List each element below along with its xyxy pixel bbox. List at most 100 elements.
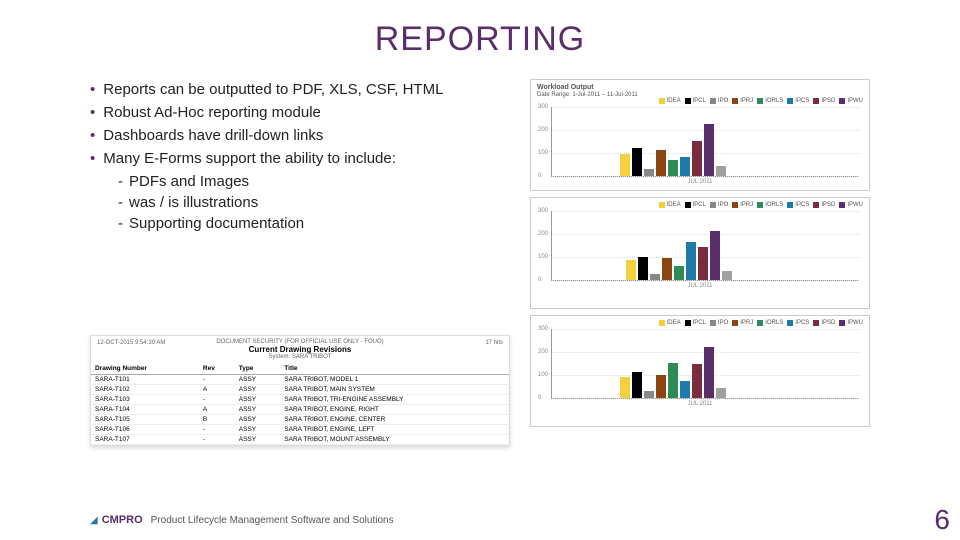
chart-bar <box>632 148 642 176</box>
chart-bar <box>722 271 732 280</box>
bullet-text: Dashboards have drill-down links <box>103 125 323 146</box>
chart-panel: Workload OutputDate Range: 1-Jul-2011 – … <box>530 79 870 191</box>
chart-bar <box>644 169 654 176</box>
bullet-text: Many E-Forms support the ability to incl… <box>103 148 396 169</box>
sub-bullet-text: was / is illustrations <box>129 192 258 213</box>
chart-bar <box>620 154 630 176</box>
table-cell: ASSY <box>235 415 281 425</box>
legend-item: IPCL <box>685 202 706 208</box>
chart-panel: IDEAIPCLIPOIPRJIORLSIPCSIPSDIPWU01002003… <box>530 197 870 309</box>
table-cell: SARA-T104 <box>91 405 199 415</box>
charts-column: Workload OutputDate Range: 1-Jul-2011 – … <box>530 79 870 427</box>
table-cell: SARA-T106 <box>91 425 199 435</box>
chart-xlabel: JUL 2011 <box>537 283 863 289</box>
table-cell: SARA-T102 <box>91 385 199 395</box>
table-header: Drawing Number <box>91 363 199 375</box>
table-cell: SARA TRIBOT, MOUNT ASSEMBLY <box>280 435 509 445</box>
chart-xlabel: JUL 2011 <box>537 401 863 407</box>
report-title: Current Drawing Revisions <box>95 345 505 354</box>
bullet-dot: • <box>90 79 95 100</box>
chart-bar <box>704 347 714 398</box>
table-row: SARA-T102AASSYSARA TRIBOT, MAIN SYSTEM <box>91 385 509 395</box>
table-cell: SARA-T103 <box>91 395 199 405</box>
legend-item: IPO <box>710 320 728 326</box>
legend-item: IPO <box>710 202 728 208</box>
chart-bar <box>668 363 678 398</box>
chart-bar <box>698 247 708 280</box>
table-cell: ASSY <box>235 405 281 415</box>
report-panel: 12-OCT-2015 9:54:39 AM 17 hits DOCUMENT … <box>90 335 510 446</box>
table-row: SARA-T106-ASSYSARA TRIBOT, ENGINE, LEFT <box>91 425 509 435</box>
legend-item: IDEA <box>659 98 681 104</box>
table-row: SARA-T104AASSYSARA TRIBOT, ENGINE, RIGHT <box>91 405 509 415</box>
chart-bar <box>710 231 720 280</box>
chart-bar <box>704 124 714 177</box>
report-count: 17 hits <box>485 340 503 346</box>
legend-item: IDEA <box>659 202 681 208</box>
chart-bar <box>716 388 726 398</box>
chart-panel: IDEAIPCLIPOIPRJIORLSIPCSIPSDIPWU01002003… <box>530 315 870 427</box>
report-table: Drawing NumberRevTypeTitle SARA-T101-ASS… <box>91 363 509 445</box>
table-cell: SARA TRIBOT, MAIN SYSTEM <box>280 385 509 395</box>
table-cell: B <box>199 415 235 425</box>
report-date: 12-OCT-2015 9:54:39 AM <box>97 340 165 346</box>
table-header: Title <box>280 363 509 375</box>
table-cell: SARA TRIBOT, ENGINE, RIGHT <box>280 405 509 415</box>
bullet-dot: • <box>90 148 95 169</box>
legend-item: IPCS <box>787 98 809 104</box>
table-cell: A <box>199 385 235 395</box>
table-cell: SARA TRIBOT, MODEL 1 <box>280 375 509 385</box>
chart-bar <box>656 375 666 398</box>
legend-item: IPRJ <box>732 320 753 326</box>
bullet-text: Reports can be outputted to PDF, XLS, CS… <box>103 79 443 100</box>
sub-bullet-dash: - <box>118 213 123 234</box>
table-cell: SARA TRIBOT, ENGINE, CENTER <box>280 415 509 425</box>
legend-item: IPCL <box>685 320 706 326</box>
table-cell: ASSY <box>235 375 281 385</box>
table-cell: ASSY <box>235 385 281 395</box>
table-row: SARA-T105BASSYSARA TRIBOT, ENGINE, CENTE… <box>91 415 509 425</box>
chart-legend: IDEAIPCLIPOIPRJIORLSIPCSIPSDIPWU <box>537 202 863 208</box>
chart-bar <box>686 242 696 281</box>
chart-area: 0100200300 <box>551 107 859 177</box>
page-title: REPORTING <box>0 20 960 59</box>
chart-xlabel: JUL 2011 <box>537 179 863 185</box>
bullet-dot: • <box>90 102 95 123</box>
page-number: 6 <box>934 504 950 536</box>
table-row: SARA-T103-ASSYSARA TRIBOT, TRI-ENGINE AS… <box>91 395 509 405</box>
legend-item: IPCL <box>685 98 706 104</box>
chart-bar <box>632 372 642 398</box>
table-cell: ASSY <box>235 425 281 435</box>
table-cell: SARA TRIBOT, ENGINE, LEFT <box>280 425 509 435</box>
chart-bar <box>638 257 648 280</box>
table-cell: ASSY <box>235 395 281 405</box>
chart-bar <box>674 266 684 280</box>
chart-legend: IDEAIPCLIPOIPRJIORLSIPCSIPSDIPWU <box>537 320 863 326</box>
table-cell: SARA-T105 <box>91 415 199 425</box>
chart-bar <box>716 166 726 177</box>
sub-bullet-text: Supporting documentation <box>129 213 304 234</box>
table-cell: - <box>199 375 235 385</box>
table-row: SARA-T107-ASSYSARA TRIBOT, MOUNT ASSEMBL… <box>91 435 509 445</box>
chart-bar <box>656 150 666 176</box>
table-header: Rev <box>199 363 235 375</box>
chart-area: 0100200300 <box>551 329 859 399</box>
chart-title: Workload OutputDate Range: 1-Jul-2011 – … <box>537 84 863 98</box>
legend-item: IPCS <box>787 202 809 208</box>
sub-bullet-text: PDFs and Images <box>129 171 249 192</box>
chart-bar <box>668 160 678 176</box>
chart-area: 0100200300 <box>551 211 859 281</box>
chart-bar <box>644 391 654 398</box>
table-cell: SARA TRIBOT, TRI-ENGINE ASSEMBLY <box>280 395 509 405</box>
chart-bar <box>626 260 636 280</box>
chart-bar <box>680 157 690 176</box>
sub-bullet-dash: - <box>118 171 123 192</box>
chart-bar <box>692 364 702 398</box>
table-cell: SARA-T107 <box>91 435 199 445</box>
chart-bar <box>662 258 672 280</box>
chart-bar <box>692 141 702 176</box>
table-cell: ASSY <box>235 435 281 445</box>
footer-tagline: Product Lifecycle Management Software an… <box>117 515 394 526</box>
table-cell: SARA-T101 <box>91 375 199 385</box>
sub-bullet-dash: - <box>118 192 123 213</box>
